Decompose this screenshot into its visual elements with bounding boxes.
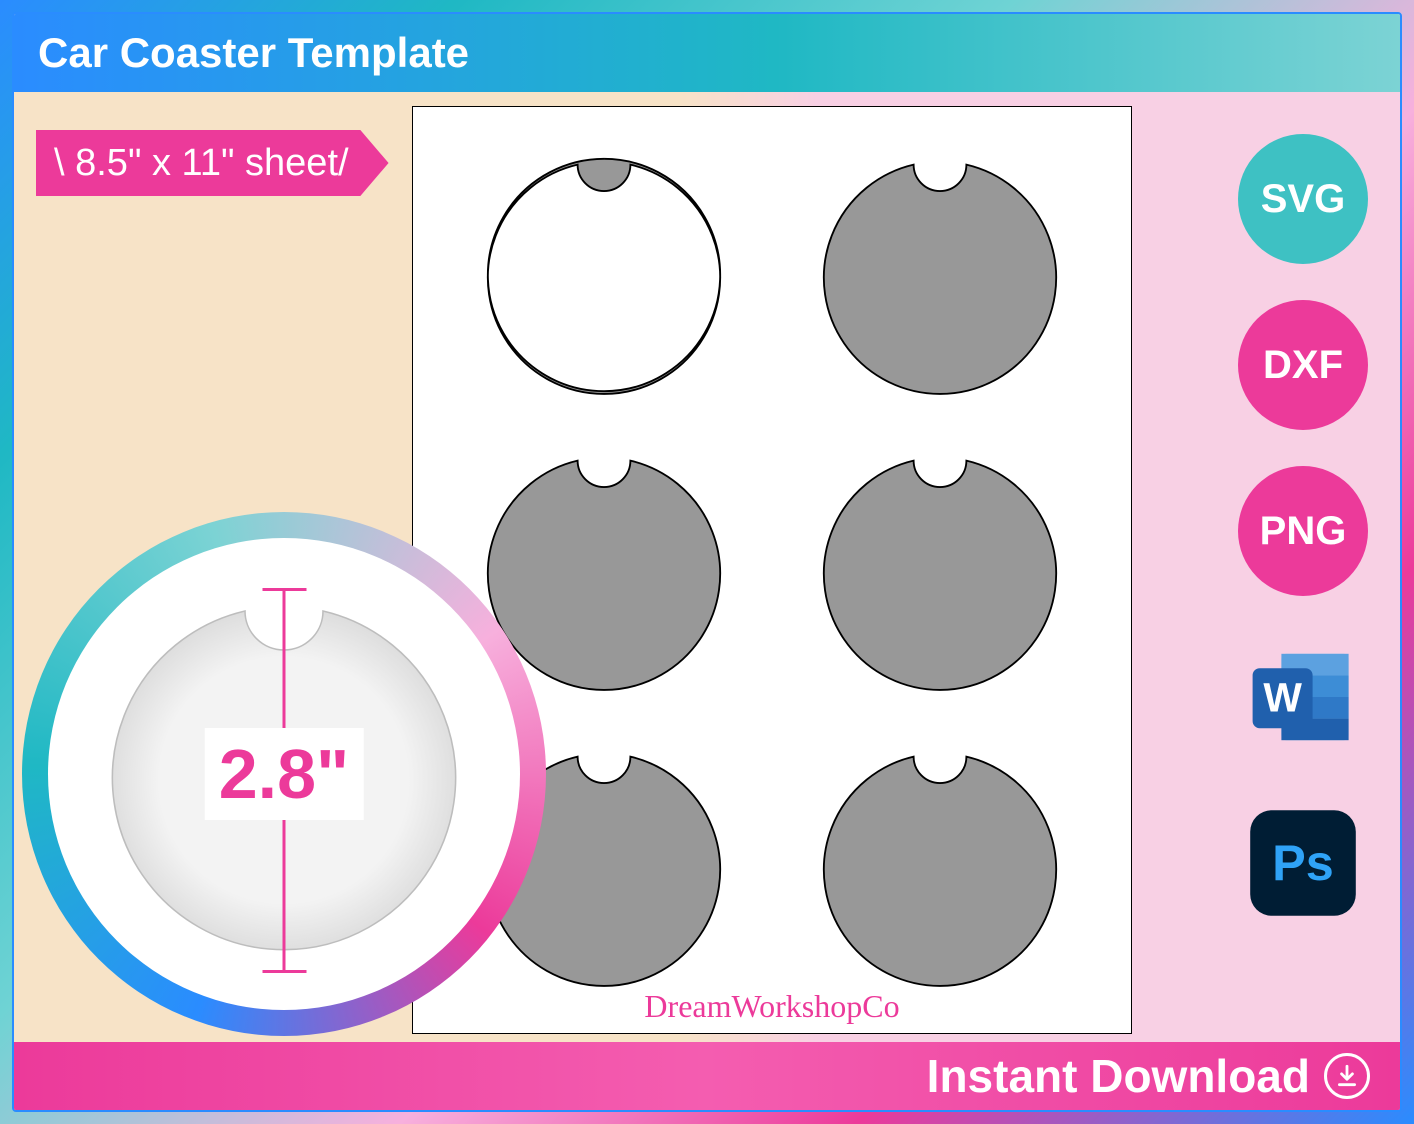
ps-letter: Ps xyxy=(1272,834,1334,891)
format-label: DXF xyxy=(1263,343,1343,388)
watermark-text: DreamWorkshopCo xyxy=(644,988,899,1025)
format-label: SVG xyxy=(1261,177,1345,222)
coaster-shape xyxy=(808,439,1072,703)
coaster-shape xyxy=(472,143,736,407)
format-badge-svg: SVG xyxy=(1238,134,1368,264)
coaster-shape xyxy=(808,143,1072,407)
word-icon: W xyxy=(1238,632,1368,762)
coaster-shape xyxy=(808,735,1072,999)
gradient-frame: Car Coaster Template \ 8.5" x 11" sheet/ xyxy=(0,0,1414,1124)
word-letter: W xyxy=(1263,674,1302,720)
format-badge-png: PNG xyxy=(1238,466,1368,596)
format-column: SVG DXF PNG W xyxy=(1238,134,1368,928)
download-icon xyxy=(1324,1053,1370,1099)
header-title: Car Coaster Template xyxy=(38,29,469,77)
header-bar: Car Coaster Template xyxy=(14,14,1400,92)
coaster-grid xyxy=(413,107,1131,1033)
photoshop-icon: Ps xyxy=(1238,798,1368,928)
format-label: PNG xyxy=(1260,509,1347,554)
detail-inner: 2.8" xyxy=(48,538,520,1010)
format-badge-dxf: DXF xyxy=(1238,300,1368,430)
sheet-size-banner: \ 8.5" x 11" sheet/ xyxy=(36,130,389,196)
dimension-label: 2.8" xyxy=(205,728,364,820)
detail-callout: 2.8" xyxy=(22,512,546,1036)
sheet-size-label: \ 8.5" x 11" sheet/ xyxy=(54,142,349,185)
template-sheet: DreamWorkshopCo xyxy=(412,106,1132,1034)
inner-panel: Car Coaster Template \ 8.5" x 11" sheet/ xyxy=(12,12,1402,1112)
footer-label: Instant Download xyxy=(927,1049,1310,1103)
footer-bar: Instant Download xyxy=(14,1042,1400,1110)
